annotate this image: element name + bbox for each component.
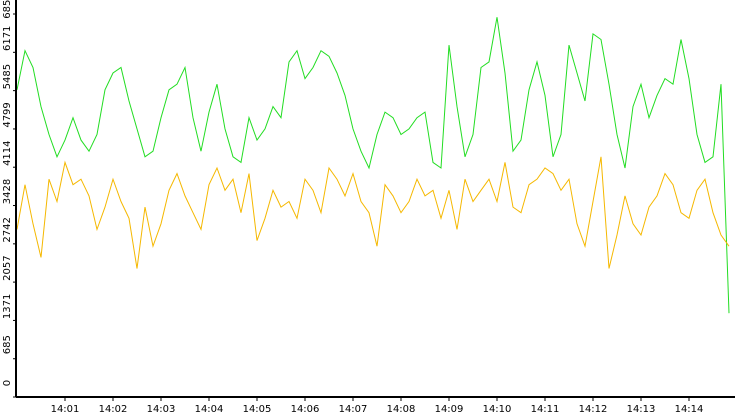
x-tick-label: 14:04 xyxy=(195,404,224,415)
y-tick-label: 1371 xyxy=(2,294,13,319)
series-line xyxy=(16,156,730,269)
y-tick-label: 685 xyxy=(2,335,13,354)
x-tick-label: 14:05 xyxy=(243,404,272,415)
y-tick-label: 4799 xyxy=(2,102,13,127)
x-tick-label: 14:10 xyxy=(483,404,512,415)
y-tick-label: 4114 xyxy=(2,140,13,165)
y-tick-label: 3428 xyxy=(2,179,13,204)
x-tick-label: 14:07 xyxy=(339,404,368,415)
series-line xyxy=(16,17,730,314)
x-tick-label: 14:06 xyxy=(291,404,320,415)
x-tick-label: 14:01 xyxy=(51,404,80,415)
y-tick-label: 6171 xyxy=(2,26,13,51)
y-tick-label: 5485 xyxy=(2,64,13,89)
y-tick-label: 0 xyxy=(2,380,13,386)
x-tick-label: 14:12 xyxy=(579,404,608,415)
x-tick-label: 14:14 xyxy=(675,404,704,415)
y-tick-label: 2742 xyxy=(2,217,13,242)
y-tick-label: 6857 xyxy=(2,0,13,19)
x-tick-label: 14:03 xyxy=(147,404,176,415)
y-tick-label: 2057 xyxy=(2,255,13,280)
x-tick-label: 14:09 xyxy=(435,404,464,415)
x-tick-label: 14:08 xyxy=(387,404,416,415)
x-tick-label: 14:02 xyxy=(99,404,128,415)
x-tick-label: 14:11 xyxy=(531,404,560,415)
x-tick-label: 14:13 xyxy=(627,404,656,415)
